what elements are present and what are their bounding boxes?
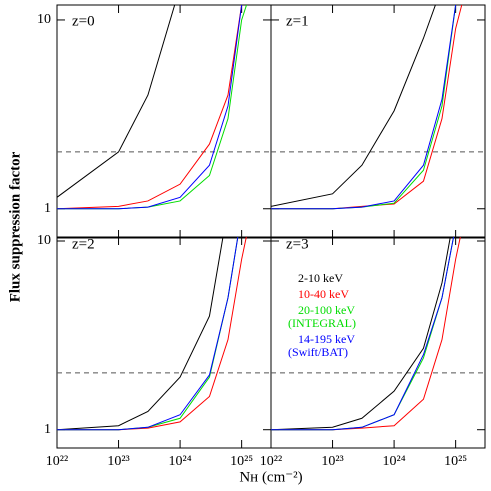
legend-entry: 2-10 keV bbox=[298, 271, 343, 285]
y-tick-label: 1 bbox=[44, 201, 51, 216]
legend-entry: 14-195 keV (Swift/BAT) bbox=[288, 332, 355, 359]
data-line bbox=[57, 5, 243, 210]
y-tick-label: 10 bbox=[37, 12, 51, 27]
data-line bbox=[271, 237, 455, 431]
x-tick-label: 10²³ bbox=[107, 454, 129, 469]
panel-frame bbox=[270, 4, 486, 239]
legend-entry: 20-100 keV (INTEGRAL) bbox=[288, 303, 356, 330]
x-tick-label: 10²⁴ bbox=[169, 454, 192, 469]
data-line bbox=[271, 5, 436, 207]
x-tick-label: 10²⁴ bbox=[383, 454, 406, 469]
x-tick-label: 10²² bbox=[260, 454, 282, 469]
panel-label: z=2 bbox=[72, 236, 95, 252]
x-tick-label: 10²⁵ bbox=[444, 454, 467, 469]
x-tick-label: 10²⁵ bbox=[230, 454, 253, 469]
panel-frame bbox=[270, 236, 486, 449]
data-line bbox=[271, 5, 463, 210]
y-axis-label: Flux suppression factor bbox=[7, 151, 23, 302]
data-line bbox=[271, 237, 451, 431]
panel-label: z=1 bbox=[286, 13, 309, 29]
x-tick-label: 10²³ bbox=[321, 454, 343, 469]
y-tick-label: 10 bbox=[37, 233, 51, 248]
data-line bbox=[271, 5, 457, 210]
data-line bbox=[57, 5, 248, 210]
data-line bbox=[271, 5, 457, 210]
panel-label: z=3 bbox=[286, 236, 309, 252]
legend-entry: 10-40 keV bbox=[298, 287, 349, 301]
data-line bbox=[57, 5, 243, 210]
y-tick-label: 1 bbox=[44, 422, 51, 437]
x-axis-label: Nʜ (cm⁻²) bbox=[239, 469, 302, 485]
panel-frame bbox=[56, 236, 272, 449]
panel-label: z=0 bbox=[72, 13, 95, 29]
data-line bbox=[57, 237, 239, 431]
data-line bbox=[57, 237, 224, 431]
data-line bbox=[57, 5, 176, 198]
x-tick-label: 10²² bbox=[46, 454, 68, 469]
